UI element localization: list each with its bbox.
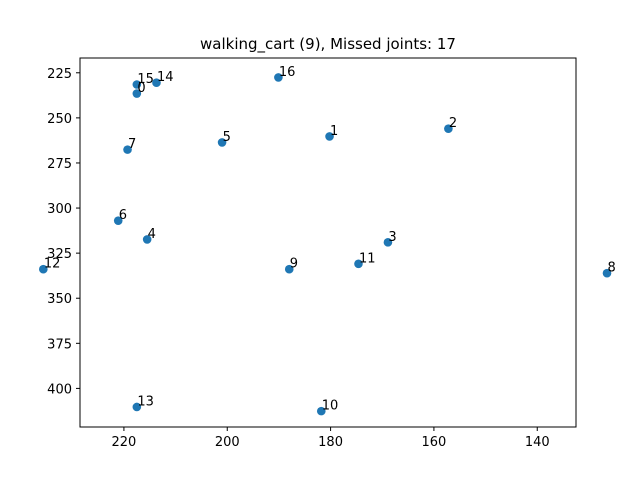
data-point-3	[383, 238, 393, 247]
y-tick-label: 300	[47, 202, 72, 217]
plot-area	[79, 57, 577, 428]
y-tick-label: 350	[47, 292, 72, 307]
data-point-8	[602, 268, 612, 278]
data-point-6	[113, 216, 123, 225]
data-point-10	[316, 406, 326, 416]
data-point-4	[142, 235, 152, 244]
point-label-0: 0	[137, 81, 145, 96]
plot-frame	[79, 57, 577, 428]
x-axis: 220 200 180 160 140	[112, 427, 550, 450]
point-label-2: 2	[449, 116, 457, 131]
y-tick-label: 375	[47, 337, 72, 352]
point-label-12: 12	[44, 257, 61, 272]
data-point-7	[123, 145, 132, 154]
data-point-12	[39, 264, 48, 274]
point-label-13: 13	[137, 394, 154, 409]
x-tick-label: 140	[525, 435, 550, 450]
x-tick-label: 220	[112, 435, 137, 450]
y-tick-label: 225	[47, 67, 72, 82]
y-tick-label: 325	[47, 247, 72, 262]
data-point-16	[274, 73, 283, 82]
data-point-11	[354, 259, 363, 269]
point-label-14: 14	[157, 70, 174, 85]
point-label-9: 9	[290, 257, 298, 272]
point-label-10: 10	[322, 399, 339, 414]
y-tick-label: 250	[47, 112, 72, 127]
data-point-15	[132, 80, 142, 89]
data-point-13	[132, 402, 142, 412]
data-points	[39, 73, 612, 416]
point-label-8: 8	[608, 261, 616, 276]
data-point-5	[217, 138, 227, 147]
point-label-6: 6	[119, 208, 127, 223]
x-tick-label: 200	[215, 435, 240, 450]
point-label-3: 3	[388, 230, 396, 245]
point-label-1: 1	[330, 124, 338, 139]
y-axis: 225 250 275 300 325 350 375 400	[47, 67, 80, 397]
x-tick-label: 180	[318, 435, 343, 450]
chart-title: walking_cart (9), Missed joints: 17	[200, 35, 456, 54]
y-tick-label: 275	[47, 157, 72, 172]
data-point-2	[444, 124, 453, 133]
data-point-14	[152, 78, 161, 88]
point-label-4: 4	[148, 227, 156, 242]
data-point-1	[325, 132, 334, 141]
data-point-0	[132, 89, 142, 98]
x-tick-label: 160	[422, 435, 447, 450]
point-label-11: 11	[359, 251, 376, 266]
point-label-7: 7	[128, 137, 136, 152]
point-label-15: 15	[137, 72, 154, 87]
y-tick-label: 400	[47, 382, 72, 397]
point-label-16: 16	[279, 65, 296, 80]
point-label-5: 5	[223, 130, 231, 145]
data-point-9	[284, 264, 294, 274]
